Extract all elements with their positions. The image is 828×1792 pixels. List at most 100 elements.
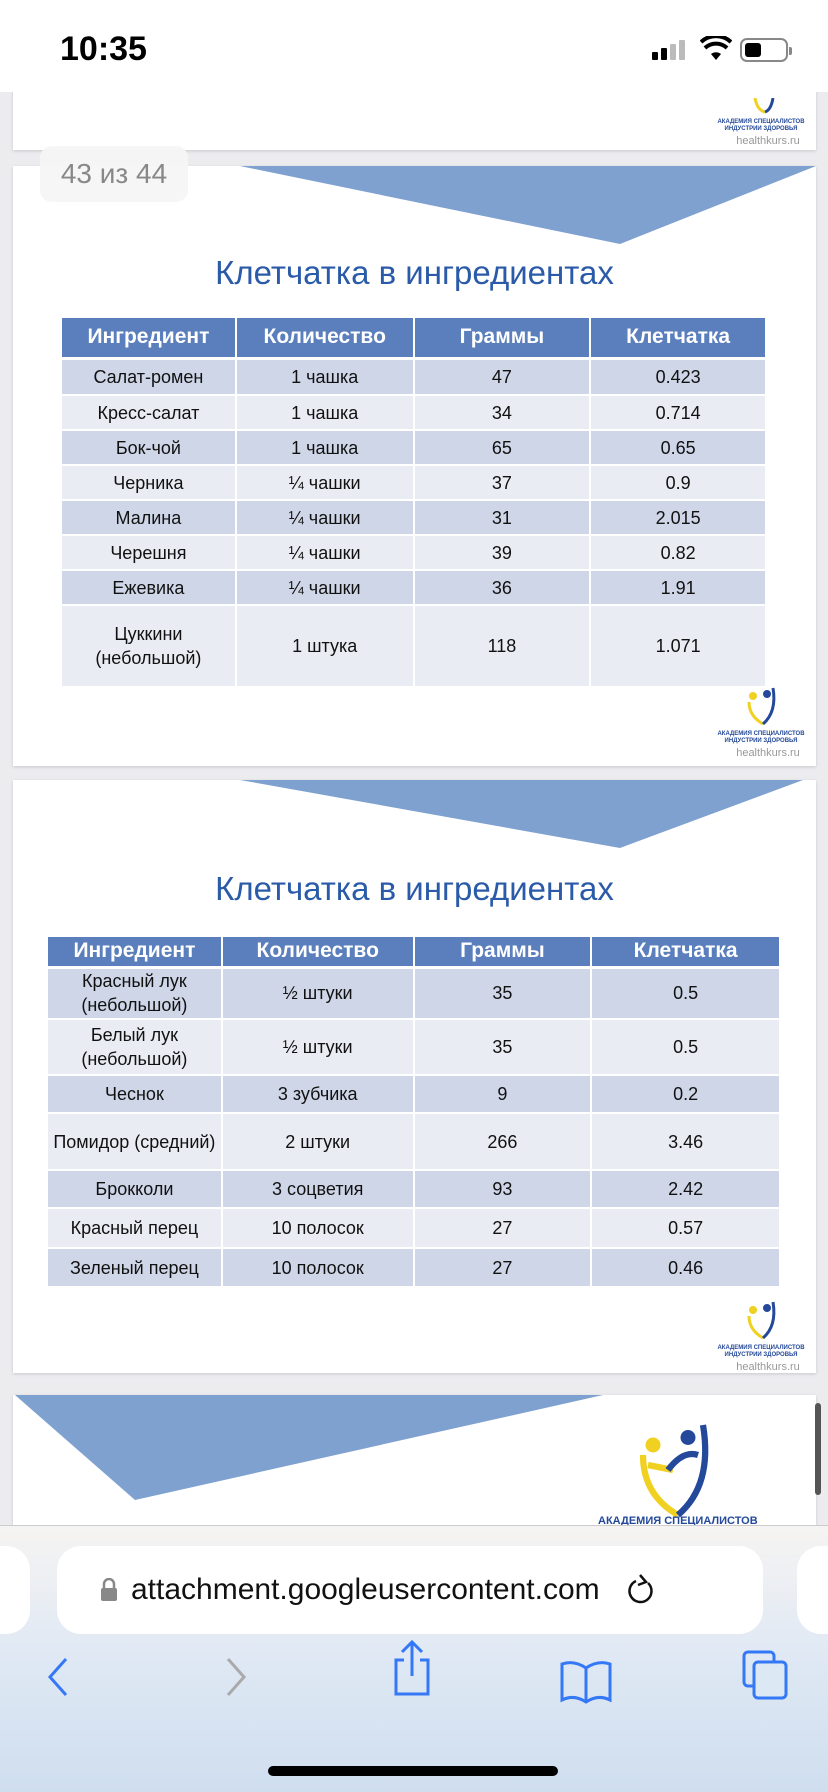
table-row: Бок-чой 1 чашка 65 0.65 [62, 430, 767, 466]
decorative-triangle [240, 166, 816, 244]
table-cell: 0.9 [590, 465, 767, 501]
table-cell: ¼ чашки [235, 535, 415, 571]
table-row: Цуккини (небольшой) 1 штука 118 1.071 [62, 605, 767, 688]
table-cell: 0.82 [590, 535, 767, 571]
table-cell: Красный лук (небольшой) [48, 967, 223, 1020]
table-cell: 118 [413, 605, 592, 688]
slide-44: Клетчатка в ингредиентах Ингредиент Колич… [13, 780, 816, 1373]
table-row: Помидор (средний) 2 штуки 266 3.46 [48, 1113, 781, 1171]
table-cell: ¼ чашки [235, 500, 415, 536]
column-header: Количество [221, 937, 415, 969]
table-cell: 2.42 [591, 1170, 781, 1209]
table-row: Брокколи 3 соцветия 93 2.42 [48, 1170, 781, 1209]
table-header-row: Ингредиент Количество Граммы Клетчатка [48, 937, 781, 969]
back-icon[interactable] [44, 1655, 72, 1699]
table-cell: 47 [413, 358, 592, 396]
table-cell: 0.2 [591, 1075, 781, 1114]
url-text: attachment.googleusercontent.com [131, 1573, 600, 1606]
table-cell: 31 [413, 500, 592, 536]
tabs-icon[interactable] [742, 1650, 788, 1700]
fiber-table: Ингредиент Количество Граммы Клетчатка Красн… [48, 937, 781, 1288]
table-row: Черника ¼ чашки 37 0.9 [62, 465, 767, 501]
table-cell: 65 [413, 430, 592, 466]
table-cell: Черешня [62, 535, 237, 571]
table-cell: 1 штука [235, 605, 415, 688]
fiber-table: Ингредиент Количество Граммы Клетчатка Салат… [62, 318, 767, 688]
wifi-icon [700, 36, 732, 60]
table-cell: Малина [62, 500, 237, 536]
table-header-row: Ингредиент Количество Граммы Клетчатка [62, 318, 767, 360]
logo: АКАДЕМИЯ СПЕЦИАЛИСТОВ ИНДУСТРИИ ЗДОРОВЬЯ… [716, 97, 806, 147]
table-cell: Красный перец [48, 1208, 223, 1249]
table-cell: Брокколи [48, 1170, 223, 1209]
table-cell: 27 [413, 1208, 593, 1249]
previous-tab[interactable] [0, 1546, 30, 1634]
table-cell: 36 [413, 570, 592, 606]
table-row: Зеленый перец 10 полосок 27 0.46 [48, 1248, 781, 1288]
table-cell: Чеснок [48, 1075, 223, 1114]
table-cell: 10 полосок [221, 1208, 415, 1249]
table-cell: 9 [413, 1075, 593, 1114]
table-cell: Зеленый перец [48, 1248, 223, 1288]
table-cell: 1 чашка [235, 358, 415, 396]
column-header: Клетчатка [590, 318, 767, 360]
column-header: Ингредиент [62, 318, 237, 360]
next-tab[interactable] [797, 1546, 828, 1634]
table-cell: 35 [413, 1019, 593, 1076]
table-cell: Цуккини (небольшой) [62, 605, 237, 688]
table-cell: 0.5 [591, 1019, 781, 1076]
lock-icon [101, 1578, 117, 1601]
table-cell: 1 чашка [235, 395, 415, 431]
column-header: Количество [235, 318, 415, 360]
column-header: Ингредиент [48, 937, 223, 969]
share-icon[interactable] [390, 1640, 434, 1696]
cellular-signal-icon [652, 40, 685, 60]
logo: АКАДЕМИЯ СПЕЦИАЛИСТОВ ИНДУСТРИИ ЗДОРОВЬЯ… [716, 1300, 806, 1373]
table-cell: 2 штуки [221, 1113, 415, 1171]
slide-title: Клетчатка в ингредиентах [215, 870, 614, 907]
table-cell: Бок-чой [62, 430, 237, 466]
table-cell: 1.071 [590, 605, 767, 688]
decorative-triangle [240, 780, 803, 848]
table-row: Белый лук (небольшой) ½ штуки 35 0.5 [48, 1019, 781, 1076]
table-cell: ½ штуки [221, 967, 415, 1020]
scrollbar[interactable] [815, 1403, 821, 1495]
table-cell: 1 чашка [235, 430, 415, 466]
table-cell: ¼ чашки [235, 465, 415, 501]
page-counter: 43 из 44 [40, 146, 188, 202]
column-header: Клетчатка [591, 937, 781, 969]
table-cell: 37 [413, 465, 592, 501]
bookmarks-icon[interactable] [560, 1660, 612, 1704]
logo-text: АКАДЕМИЯ СПЕЦИАЛИСТОВ [598, 1515, 758, 1527]
forward-icon[interactable] [222, 1655, 250, 1699]
status-bar: 10:35 [0, 0, 828, 92]
reload-icon[interactable] [626, 1573, 656, 1607]
table-cell: 3 зубчика [221, 1075, 415, 1114]
column-header: Граммы [413, 318, 592, 360]
table-cell: 266 [413, 1113, 593, 1171]
address-bar[interactable]: attachment.googleusercontent.com [57, 1546, 763, 1634]
home-indicator[interactable] [268, 1766, 558, 1776]
table-row: Салат-ромен 1 чашка 47 0.423 [62, 358, 767, 396]
battery-icon [740, 38, 792, 62]
logo: АКАДЕМИЯ СПЕЦИАЛИСТОВ ИНДУСТРИИ ЗДОРОВЬЯ… [716, 686, 806, 759]
table-cell: ½ штуки [221, 1019, 415, 1076]
table-cell: ¼ чашки [235, 570, 415, 606]
table-cell: 0.65 [590, 430, 767, 466]
slide-title: Клетчатка в ингредиентах [215, 254, 614, 291]
table-cell: 3.46 [591, 1113, 781, 1171]
slide-43: Клетчатка в ингредиентах Ингредиент Колич… [13, 166, 816, 766]
table-row: Малина ¼ чашки 31 2.015 [62, 500, 767, 536]
table-cell: 2.015 [590, 500, 767, 536]
table-cell: 39 [413, 535, 592, 571]
table-row: Красный лук (небольшой) ½ штуки 35 0.5 [48, 967, 781, 1020]
decorative-triangle [15, 1395, 603, 1500]
table-row: Красный перец 10 полосок 27 0.57 [48, 1208, 781, 1249]
table-cell: Ежевика [62, 570, 237, 606]
logo [639, 1424, 709, 1518]
table-cell: Белый лук (небольшой) [48, 1019, 223, 1076]
table-cell: Салат-ромен [62, 358, 237, 396]
clock: 10:35 [60, 30, 147, 68]
table-cell: 0.46 [591, 1248, 781, 1288]
table-cell: 0.714 [590, 395, 767, 431]
